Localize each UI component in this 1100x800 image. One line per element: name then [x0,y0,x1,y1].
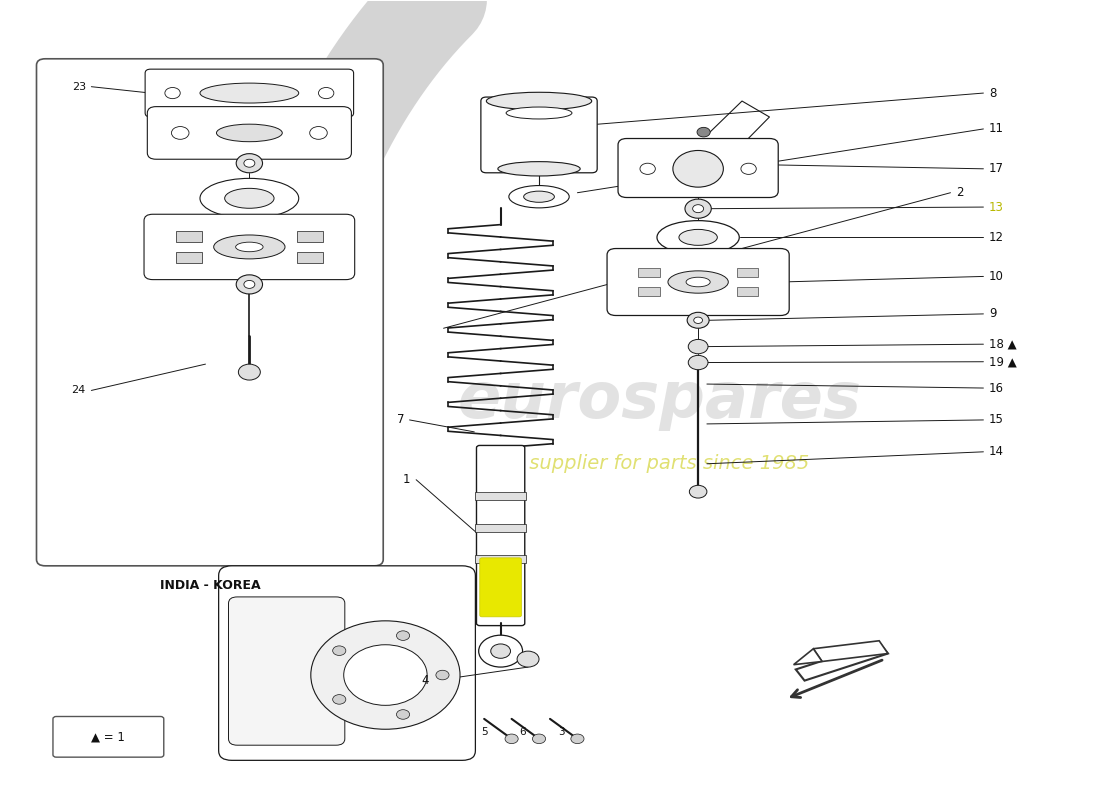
Text: 7: 7 [397,414,404,426]
Circle shape [332,694,345,704]
Circle shape [640,163,656,174]
Circle shape [172,126,189,139]
Text: 11: 11 [989,122,1004,135]
Text: 17: 17 [989,162,1004,175]
Text: 12: 12 [989,231,1004,244]
Text: 18 ▲: 18 ▲ [989,338,1016,350]
FancyBboxPatch shape [618,138,778,198]
Text: 9: 9 [989,307,997,321]
Circle shape [517,651,539,667]
Bar [297,231,323,242]
FancyBboxPatch shape [219,566,475,760]
Circle shape [244,281,255,288]
FancyBboxPatch shape [481,97,597,173]
Circle shape [505,734,518,744]
Circle shape [165,87,180,98]
Circle shape [478,635,522,667]
Circle shape [532,734,546,744]
Text: 10: 10 [989,270,1004,283]
Bar [475,523,526,531]
FancyBboxPatch shape [147,106,351,159]
Text: 5: 5 [481,727,487,737]
Bar [297,252,323,263]
Circle shape [343,645,427,706]
Bar [737,268,759,278]
Circle shape [697,127,711,137]
Polygon shape [795,642,888,681]
Circle shape [396,631,409,640]
FancyBboxPatch shape [229,597,344,745]
Circle shape [236,154,263,173]
FancyBboxPatch shape [607,249,789,315]
Text: eurospares: eurospares [458,369,861,431]
Circle shape [694,317,703,323]
Text: 24: 24 [72,386,86,395]
Ellipse shape [486,92,592,110]
Text: 1: 1 [404,474,410,486]
Circle shape [685,199,712,218]
Text: ▲ = 1: ▲ = 1 [91,730,124,744]
Bar [475,555,526,563]
Ellipse shape [679,230,717,246]
Circle shape [673,150,724,187]
Circle shape [690,486,707,498]
Bar [737,286,759,296]
Circle shape [689,355,708,370]
Ellipse shape [224,188,274,208]
Bar [638,268,660,278]
Circle shape [236,275,263,294]
FancyBboxPatch shape [53,717,164,757]
Circle shape [436,670,449,680]
Polygon shape [793,649,822,665]
Circle shape [244,159,255,167]
Text: 2: 2 [956,186,964,199]
Ellipse shape [668,271,728,293]
Text: 8: 8 [989,86,997,99]
Circle shape [741,163,757,174]
FancyBboxPatch shape [480,558,521,617]
Text: 23: 23 [72,82,86,92]
Ellipse shape [498,162,580,176]
Bar [176,231,202,242]
Ellipse shape [657,221,739,254]
Text: 14: 14 [989,446,1004,458]
FancyBboxPatch shape [476,446,525,626]
Circle shape [693,205,704,213]
Circle shape [311,621,460,730]
Text: INDIA - KOREA: INDIA - KOREA [160,579,261,592]
Ellipse shape [200,178,299,218]
Bar [176,252,202,263]
Ellipse shape [524,191,554,202]
FancyBboxPatch shape [145,69,353,117]
Circle shape [310,126,328,139]
Text: a supplier for parts since 1985: a supplier for parts since 1985 [510,454,808,474]
Ellipse shape [686,278,711,286]
Text: 13: 13 [989,201,1004,214]
Ellipse shape [509,186,569,208]
Ellipse shape [213,235,285,259]
Text: 16: 16 [989,382,1004,394]
Text: 19 ▲: 19 ▲ [989,355,1016,368]
FancyBboxPatch shape [36,58,383,566]
Circle shape [491,644,510,658]
Ellipse shape [235,242,263,252]
Text: 3: 3 [558,727,564,737]
Text: 4: 4 [421,674,429,687]
Circle shape [332,646,345,655]
FancyBboxPatch shape [144,214,354,280]
Polygon shape [813,641,888,662]
Circle shape [396,710,409,719]
Text: 15: 15 [989,414,1004,426]
Bar [475,492,526,500]
Ellipse shape [200,83,299,103]
Circle shape [688,312,710,328]
Circle shape [319,87,333,98]
Circle shape [689,339,708,354]
Bar [638,286,660,296]
Ellipse shape [217,124,283,142]
Circle shape [571,734,584,744]
Text: 6: 6 [519,727,526,737]
Circle shape [239,364,261,380]
Ellipse shape [506,107,572,119]
